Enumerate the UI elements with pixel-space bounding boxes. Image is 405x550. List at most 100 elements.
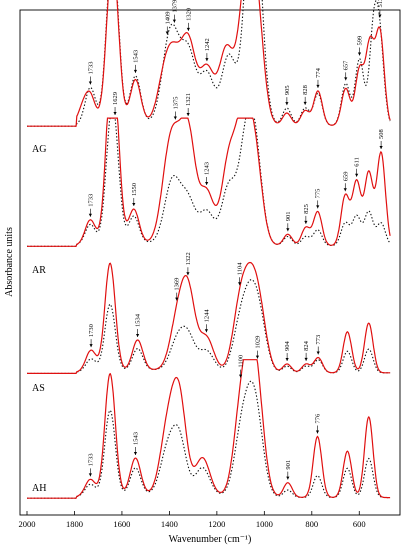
peak-annotation-ar-1243: 1243	[204, 162, 211, 185]
x-tick-label-1800: 1800	[66, 519, 83, 529]
spectrum-ar-dotted-trace	[27, 117, 391, 247]
svg-text:825: 825	[303, 204, 310, 214]
peak-annotation-ag-1242: 1242	[204, 38, 211, 62]
peak-annotation-as-1730: 1730	[88, 324, 95, 348]
svg-text:508: 508	[378, 129, 385, 139]
svg-text:1244: 1244	[203, 309, 210, 323]
spectra-traces	[27, 0, 391, 499]
peak-annotation-as-904: 904	[284, 340, 291, 361]
x-tick-label-1400: 1400	[161, 519, 178, 529]
peak-annotation-ah-1543: 1543	[132, 432, 139, 456]
peak-annotation-ah-1029: 1029	[254, 336, 261, 359]
peak-annotations: 1733163015431409137913201242103590582877…	[87, 0, 385, 480]
spectrum-as-dotted-trace	[27, 279, 391, 374]
svg-text:1104: 1104	[237, 262, 244, 276]
svg-text:824: 824	[303, 340, 310, 351]
peak-annotation-ar-775: 775	[315, 189, 322, 209]
svg-text:901: 901	[285, 211, 292, 221]
svg-text:1409: 1409	[164, 12, 171, 25]
svg-text:828: 828	[302, 85, 309, 95]
peak-annotation-ar-1375: 1375	[172, 96, 179, 120]
plot-frame	[19, 9, 401, 516]
y-axis-title: Absorbance units	[4, 227, 15, 297]
peak-annotation-ag-1320: 1320	[185, 8, 192, 31]
peak-annotation-ag-1543: 1543	[132, 50, 139, 73]
svg-text:773: 773	[315, 335, 322, 345]
peak-annotation-ah-776: 776	[314, 413, 321, 434]
peak-annotation-ag-905: 905	[284, 85, 291, 106]
svg-text:1320: 1320	[185, 8, 192, 21]
peak-annotation-as-824: 824	[303, 340, 310, 361]
svg-text:774: 774	[315, 67, 322, 78]
svg-text:904: 904	[284, 340, 291, 351]
svg-text:775: 775	[315, 189, 322, 199]
peak-annotation-ar-1321: 1321	[185, 93, 192, 116]
peak-annotation-as-1104: 1104	[237, 262, 244, 286]
peak-annotation-ag-599: 599	[357, 36, 364, 56]
svg-text:905: 905	[284, 85, 291, 95]
svg-text:1369: 1369	[174, 278, 181, 291]
svg-text:901: 901	[285, 460, 292, 470]
svg-text:513: 513	[377, 0, 384, 8]
svg-text:1543: 1543	[132, 50, 139, 63]
spectrum-ag-solid-trace	[27, 0, 391, 127]
peak-annotation-ag-1733: 1733	[87, 61, 94, 85]
peak-annotation-as-1369: 1369	[174, 278, 181, 301]
peak-annotation-ag-1379: 1379	[171, 0, 178, 23]
peak-annotation-ar-825: 825	[303, 204, 310, 224]
peak-annotation-ar-1733: 1733	[87, 194, 94, 217]
peak-annotation-ag-657: 657	[343, 60, 350, 81]
svg-text:1543: 1543	[132, 432, 139, 445]
svg-text:599: 599	[357, 36, 364, 46]
peak-annotation-ar-1550: 1550	[131, 183, 138, 207]
svg-text:1730: 1730	[88, 324, 95, 337]
svg-text:1534: 1534	[135, 313, 142, 327]
peak-annotation-ah-1100: 1100	[238, 355, 245, 378]
svg-text:1322: 1322	[185, 252, 192, 265]
x-tick-label-1200: 1200	[208, 519, 225, 529]
spectrum-label-ar: AR	[32, 265, 46, 276]
x-axis-ticks: 2000 1800 1600 1400 1200 1000 800 600	[19, 511, 366, 529]
x-tick-label-1000: 1000	[256, 519, 273, 529]
peak-annotation-as-1244: 1244	[203, 309, 210, 333]
spectrum-ag-dotted-trace	[27, 0, 391, 127]
x-tick-label-2000: 2000	[19, 519, 36, 529]
peak-annotation-ar-508: 508	[378, 129, 385, 149]
svg-text:1242: 1242	[204, 38, 211, 51]
svg-text:659: 659	[342, 171, 349, 181]
peak-annotation-ar-1629: 1629	[112, 92, 119, 116]
svg-text:1733: 1733	[87, 453, 94, 466]
peak-annotation-as-1534: 1534	[135, 313, 142, 337]
peak-annotation-as-1322: 1322	[185, 252, 192, 276]
svg-text:1375: 1375	[172, 96, 179, 109]
peak-annotation-ar-901: 901	[285, 211, 292, 232]
svg-text:1733: 1733	[87, 61, 94, 74]
x-axis-title: Wavenumber (cm⁻¹)	[169, 534, 252, 545]
svg-text:1100: 1100	[238, 355, 245, 368]
peak-annotation-ah-901: 901	[285, 460, 292, 480]
spectrum-ar-solid-trace	[27, 117, 391, 247]
svg-text:1379: 1379	[171, 0, 178, 13]
svg-text:657: 657	[343, 60, 350, 71]
spectrum-as-solid-trace	[27, 261, 391, 374]
svg-text:1321: 1321	[185, 93, 192, 106]
peak-annotation-ar-659: 659	[342, 171, 349, 192]
svg-text:1243: 1243	[204, 162, 211, 175]
x-tick-label-800: 800	[305, 519, 318, 529]
peak-annotation-as-773: 773	[315, 335, 322, 355]
spectrum-labels: AG AR AS AH	[32, 144, 46, 494]
svg-text:1550: 1550	[131, 183, 138, 196]
x-tick-label-600: 600	[353, 519, 366, 529]
spectrum-label-ah: AH	[32, 483, 46, 494]
svg-text:611: 611	[354, 157, 361, 167]
peak-annotation-ag-828: 828	[302, 85, 309, 105]
svg-text:1629: 1629	[112, 92, 119, 105]
svg-text:1733: 1733	[87, 194, 94, 207]
spectrum-ah-solid-trace	[27, 359, 391, 499]
peak-annotation-ah-1733: 1733	[87, 453, 94, 477]
x-tick-label-1600: 1600	[113, 519, 130, 529]
spectrum-ah-dotted-trace	[27, 380, 391, 499]
peak-annotation-ag-513: 513	[377, 0, 384, 18]
peak-annotation-ag-1409: 1409	[164, 12, 171, 35]
